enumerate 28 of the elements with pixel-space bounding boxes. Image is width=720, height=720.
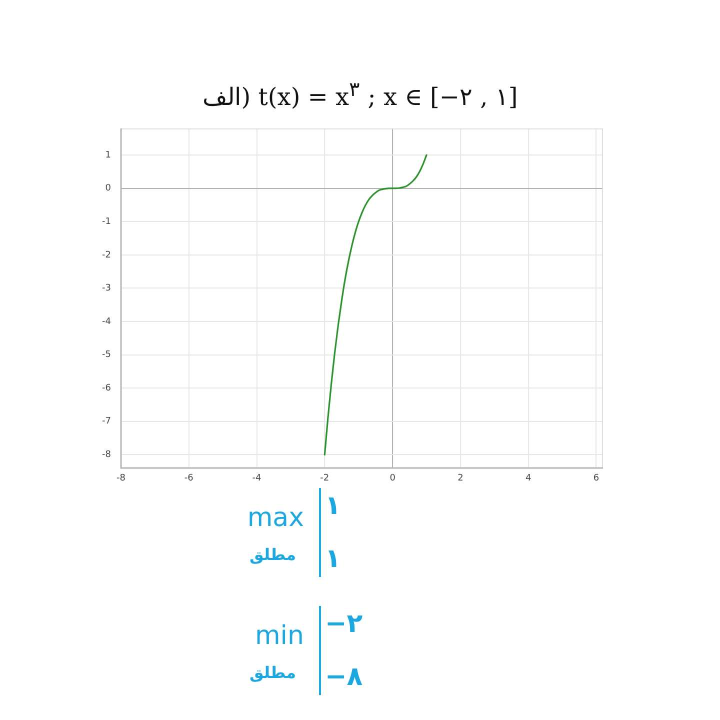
y-tick-label: -5: [102, 350, 111, 360]
text: max: [247, 503, 304, 533]
y-tick-label: 1: [105, 150, 111, 160]
x-tick-label: -8: [116, 474, 126, 484]
y-tick-label: -3: [102, 284, 111, 294]
text: ۱: [325, 491, 341, 521]
line-series: [324, 154, 428, 456]
y-tick-label: -6: [102, 383, 112, 394]
text: مطلق: [250, 662, 296, 684]
y-tick-label: -8: [102, 450, 112, 460]
x-tick-label: 4: [525, 474, 532, 484]
text: −۲: [325, 609, 363, 639]
chart-title: الف) t(x) = x$^{۳}$ ; x ∈ [−۲ , ۱]: [201, 76, 519, 113]
y-tick-label: -7: [102, 416, 111, 427]
y-tick-label: -2: [102, 250, 111, 260]
text: min: [254, 621, 304, 651]
y-tick-label: -1: [102, 216, 111, 227]
x-tick-label: 6: [593, 474, 600, 484]
x-tick-label: -2: [320, 474, 330, 484]
text: ۱: [325, 544, 341, 574]
text: −۸: [325, 662, 363, 692]
x-tick-label: 0: [390, 474, 396, 484]
x-tick-label: 2: [458, 474, 464, 484]
x-tick-label: -6: [184, 474, 194, 484]
x-tick-label: -4: [252, 474, 262, 484]
y-tick-label: 0: [105, 184, 112, 194]
y-tick-label: -4: [102, 316, 112, 327]
text: مطلق: [250, 544, 296, 566]
